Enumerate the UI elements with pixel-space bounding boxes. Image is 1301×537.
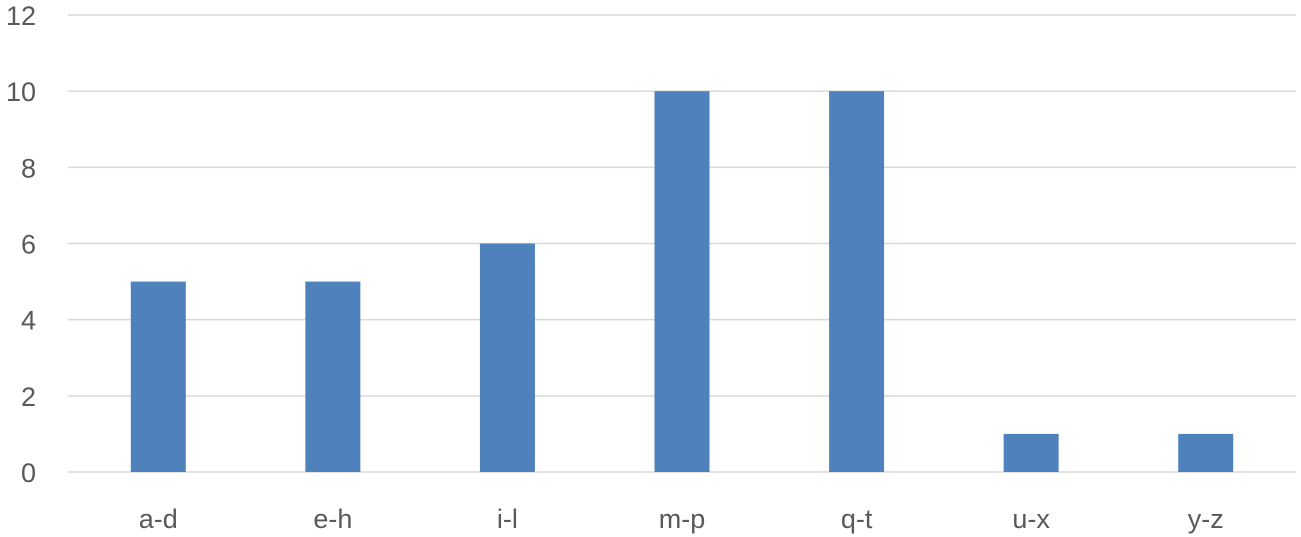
y-tick-label: 2 (21, 382, 36, 412)
y-tick-label: 0 (21, 458, 36, 488)
x-tick-label: i-l (497, 504, 518, 534)
bar-e-h (305, 281, 361, 472)
x-axis: a-d e-h i-l m-p q-t u-x y-z (139, 504, 1224, 534)
bar-a-d (130, 281, 186, 472)
bars (130, 91, 1234, 473)
y-tick-label: 8 (21, 153, 36, 183)
y-tick-label: 6 (21, 230, 36, 260)
x-tick-label: q-t (841, 504, 873, 534)
y-tick-label: 12 (6, 1, 36, 31)
bar-m-p (654, 91, 710, 473)
x-tick-label: a-d (139, 504, 178, 534)
x-tick-label: y-z (1188, 504, 1224, 534)
x-tick-label: e-h (313, 504, 352, 534)
bar-y-z (1178, 433, 1234, 472)
x-tick-label: m-p (659, 504, 706, 534)
y-tick-label: 10 (6, 77, 36, 107)
x-tick-label: u-x (1012, 504, 1050, 534)
bar-q-t (829, 91, 885, 473)
y-axis: 0 2 4 6 8 10 12 (6, 1, 36, 488)
bar-u-x (1003, 433, 1059, 472)
bar-i-l (479, 243, 535, 472)
y-tick-label: 4 (21, 306, 36, 336)
